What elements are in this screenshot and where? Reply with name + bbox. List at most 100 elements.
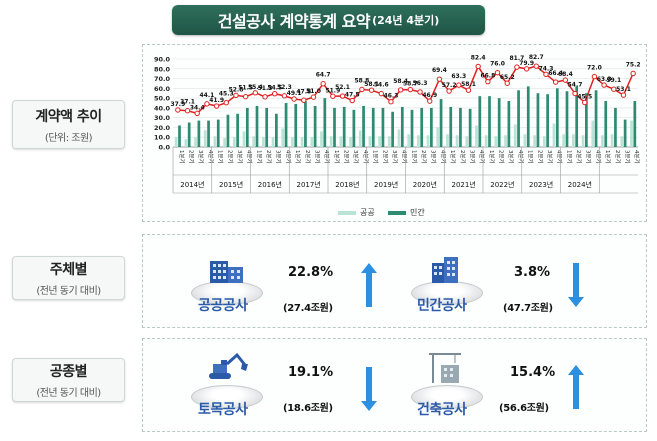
private-bar <box>526 86 530 147</box>
public-bar <box>494 136 498 147</box>
total-data-label: 52.1 <box>335 84 350 91</box>
public-bar <box>630 120 633 147</box>
private-bar <box>333 107 336 147</box>
public-bar <box>475 125 478 147</box>
subject-label-box: 주체별 (전년 동기 대비) <box>12 256 125 300</box>
private-bar <box>197 120 201 147</box>
private-bar <box>565 91 569 147</box>
title-sub: (24년 4분기) <box>372 14 440 27</box>
total-point <box>301 97 307 103</box>
public-bar <box>329 136 333 147</box>
total-point <box>601 82 607 88</box>
public-disk <box>191 281 263 305</box>
private-bar <box>420 107 424 147</box>
private-bar <box>430 107 433 147</box>
total-data-label: 79.9 <box>519 60 534 67</box>
civil-down-arrow-icon <box>361 367 377 411</box>
total-point <box>591 73 598 80</box>
public-bar <box>552 123 556 147</box>
x-quarter-label: 3분기 <box>275 150 283 164</box>
private-bar <box>585 93 588 147</box>
work-sub: (전년 동기 대비) <box>36 388 101 399</box>
x-quarter-label: 3분기 <box>430 150 438 164</box>
x-quarter-label: 2분기 <box>420 150 428 164</box>
y-tick-label: 20.0 <box>154 124 171 132</box>
total-data-label: 82.4 <box>471 54 486 61</box>
public-bar <box>523 134 527 147</box>
x-year-label: 2022년 <box>490 180 514 189</box>
x-quarter-label: 3분기 <box>623 150 631 164</box>
total-data-label: 45.5 <box>577 94 592 101</box>
x-quarter-label: 2분기 <box>188 150 196 164</box>
public-bar <box>203 130 207 147</box>
x-quarter-label: 4분기 <box>556 150 564 164</box>
public-bar <box>484 135 488 147</box>
total-point <box>620 92 627 98</box>
total-data-label: 58.4 <box>393 78 408 85</box>
total-point <box>485 78 491 85</box>
x-quarter-label: 2분기 <box>498 150 506 164</box>
y-tick-label: 0.0 <box>158 144 170 152</box>
private-bar <box>594 90 598 147</box>
total-point <box>436 76 443 82</box>
x-quarter-label: 2분기 <box>459 150 467 164</box>
total-point <box>465 87 472 93</box>
private-bar <box>449 106 453 147</box>
y-tick-label: 40.0 <box>154 104 171 112</box>
total-point <box>504 80 510 86</box>
y-tick-label: 80.0 <box>154 65 171 73</box>
total-point <box>378 90 384 97</box>
legend-public: 공공 <box>338 207 375 218</box>
x-quarter-label: 1분기 <box>604 150 612 164</box>
public-bar <box>184 139 188 147</box>
building-up-arrow-icon <box>568 365 584 409</box>
private-bar <box>459 107 462 147</box>
x-quarter-label: 4분기 <box>362 150 370 164</box>
public-bar <box>426 135 430 147</box>
x-quarter-label: 3분기 <box>313 150 321 164</box>
total-data-label: 72.0 <box>587 65 602 72</box>
total-data-label: 63.3 <box>597 76 612 83</box>
private-bar <box>614 107 617 147</box>
public-up-arrow-icon <box>361 263 377 307</box>
building-category: 건축공사 <box>417 402 467 418</box>
x-quarter-label: 3분기 <box>197 150 205 164</box>
total-point <box>194 110 200 117</box>
total-point <box>533 63 539 69</box>
x-quarter-label: 1분기 <box>333 150 341 164</box>
public-bar <box>300 137 304 147</box>
private-bar <box>439 99 443 147</box>
public-bar <box>387 136 391 147</box>
private-bar <box>304 101 307 147</box>
public-bar <box>378 136 381 147</box>
total-data-label: 63.3 <box>451 73 466 80</box>
private-bar <box>623 119 627 147</box>
total-point <box>523 66 530 72</box>
x-year-label: 2014년 <box>180 180 204 189</box>
private-bar <box>245 107 249 147</box>
public-percent: 22.8% <box>288 265 334 280</box>
public-bar <box>194 137 197 147</box>
total-point <box>543 71 549 78</box>
public-bar <box>232 137 236 147</box>
total-data-label: 65.2 <box>500 74 515 81</box>
subject-sub: (전년 동기 대비) <box>36 286 101 297</box>
total-data-label: 51.0 <box>306 88 321 95</box>
apartment-building-icon <box>432 257 458 283</box>
private-bar <box>284 103 288 147</box>
total-point <box>552 79 559 85</box>
work-label: 공종별 <box>49 364 88 380</box>
y-tick-label: 50.0 <box>154 95 171 103</box>
building-disk <box>411 385 483 409</box>
excavator-icon <box>209 352 248 379</box>
total-data-label: 54.6 <box>374 82 389 89</box>
x-quarter-label: 1분기 <box>488 150 496 164</box>
total-point <box>514 64 520 70</box>
x-quarter-label: 1분기 <box>178 150 186 164</box>
x-quarter-label: 4분기 <box>594 150 602 164</box>
public-amount: (27.4조원) <box>283 303 333 314</box>
total-point <box>320 81 326 87</box>
x-year-label: 2024년 <box>568 180 592 189</box>
private-amount: (47.7조원) <box>503 303 553 314</box>
private-bar <box>604 101 608 147</box>
